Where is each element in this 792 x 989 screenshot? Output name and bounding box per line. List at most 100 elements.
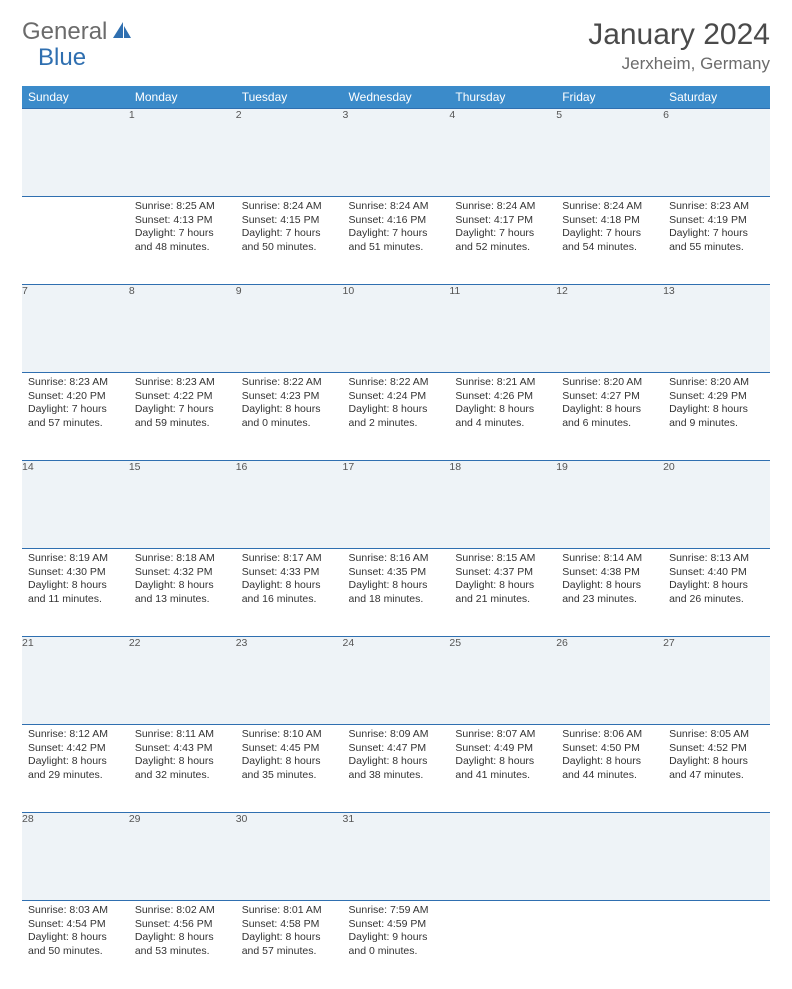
day-number-cell: 27 xyxy=(663,637,770,725)
sunset-line: Sunset: 4:45 PM xyxy=(242,742,337,756)
daylight-line: Daylight: 8 hours and 53 minutes. xyxy=(135,931,230,958)
daylight-line: Daylight: 8 hours and 4 minutes. xyxy=(455,403,550,430)
day-number-cell: 31 xyxy=(343,813,450,901)
sunset-line: Sunset: 4:18 PM xyxy=(562,214,657,228)
day-cell: Sunrise: 8:11 AMSunset: 4:43 PMDaylight:… xyxy=(129,725,236,813)
sunrise-line: Sunrise: 8:20 AM xyxy=(562,376,657,390)
daylight-line: Daylight: 8 hours and 32 minutes. xyxy=(135,755,230,782)
sunrise-line: Sunrise: 8:12 AM xyxy=(28,728,123,742)
sunrise-line: Sunrise: 8:10 AM xyxy=(242,728,337,742)
day-number-cell: 11 xyxy=(449,285,556,373)
sunset-line: Sunset: 4:26 PM xyxy=(455,390,550,404)
daylight-line: Daylight: 7 hours and 57 minutes. xyxy=(28,403,123,430)
sunrise-line: Sunrise: 8:11 AM xyxy=(135,728,230,742)
sunset-line: Sunset: 4:35 PM xyxy=(349,566,444,580)
sunrise-line: Sunrise: 8:17 AM xyxy=(242,552,337,566)
day-number-cell: 20 xyxy=(663,461,770,549)
sunset-line: Sunset: 4:33 PM xyxy=(242,566,337,580)
daylight-line: Daylight: 8 hours and 9 minutes. xyxy=(669,403,764,430)
day-number-cell: 14 xyxy=(22,461,129,549)
day-number-cell: 26 xyxy=(556,637,663,725)
calendar-table: SundayMondayTuesdayWednesdayThursdayFrid… xyxy=(22,86,770,989)
sunrise-line: Sunrise: 8:24 AM xyxy=(242,200,337,214)
day-content-row: Sunrise: 8:25 AMSunset: 4:13 PMDaylight:… xyxy=(22,197,770,285)
day-cell xyxy=(663,901,770,989)
day-cell: Sunrise: 8:19 AMSunset: 4:30 PMDaylight:… xyxy=(22,549,129,637)
day-number-cell xyxy=(449,813,556,901)
day-cell: Sunrise: 8:03 AMSunset: 4:54 PMDaylight:… xyxy=(22,901,129,989)
sunset-line: Sunset: 4:43 PM xyxy=(135,742,230,756)
sunrise-line: Sunrise: 8:25 AM xyxy=(135,200,230,214)
sunset-line: Sunset: 4:52 PM xyxy=(669,742,764,756)
day-cell: Sunrise: 8:21 AMSunset: 4:26 PMDaylight:… xyxy=(449,373,556,461)
day-number-cell: 3 xyxy=(343,109,450,197)
sunset-line: Sunset: 4:58 PM xyxy=(242,918,337,932)
day-cell: Sunrise: 8:22 AMSunset: 4:24 PMDaylight:… xyxy=(343,373,450,461)
location-label: Jerxheim, Germany xyxy=(588,54,770,74)
day-number-row: 123456 xyxy=(22,109,770,197)
daylight-line: Daylight: 7 hours and 51 minutes. xyxy=(349,227,444,254)
day-cell xyxy=(449,901,556,989)
daylight-line: Daylight: 8 hours and 16 minutes. xyxy=(242,579,337,606)
day-number-cell: 21 xyxy=(22,637,129,725)
weekday-header: Wednesday xyxy=(343,86,450,109)
day-number-cell: 19 xyxy=(556,461,663,549)
day-number-cell xyxy=(22,109,129,197)
weekday-header: Friday xyxy=(556,86,663,109)
day-cell: Sunrise: 8:06 AMSunset: 4:50 PMDaylight:… xyxy=(556,725,663,813)
daylight-line: Daylight: 8 hours and 0 minutes. xyxy=(242,403,337,430)
day-number-cell: 18 xyxy=(449,461,556,549)
sunset-line: Sunset: 4:23 PM xyxy=(242,390,337,404)
day-content-row: Sunrise: 8:03 AMSunset: 4:54 PMDaylight:… xyxy=(22,901,770,989)
sunrise-line: Sunrise: 8:22 AM xyxy=(242,376,337,390)
sunset-line: Sunset: 4:22 PM xyxy=(135,390,230,404)
daylight-line: Daylight: 8 hours and 47 minutes. xyxy=(669,755,764,782)
brand-part1: General xyxy=(22,18,107,46)
day-cell: Sunrise: 8:22 AMSunset: 4:23 PMDaylight:… xyxy=(236,373,343,461)
daylight-line: Daylight: 7 hours and 50 minutes. xyxy=(242,227,337,254)
sunrise-line: Sunrise: 8:22 AM xyxy=(349,376,444,390)
sunset-line: Sunset: 4:20 PM xyxy=(28,390,123,404)
sunrise-line: Sunrise: 8:02 AM xyxy=(135,904,230,918)
day-number-cell: 22 xyxy=(129,637,236,725)
sunrise-line: Sunrise: 7:59 AM xyxy=(349,904,444,918)
calendar-header-row: SundayMondayTuesdayWednesdayThursdayFrid… xyxy=(22,86,770,109)
day-number-cell: 1 xyxy=(129,109,236,197)
sunrise-line: Sunrise: 8:23 AM xyxy=(135,376,230,390)
daylight-line: Daylight: 8 hours and 29 minutes. xyxy=(28,755,123,782)
day-cell xyxy=(556,901,663,989)
day-number-cell: 30 xyxy=(236,813,343,901)
daylight-line: Daylight: 8 hours and 44 minutes. xyxy=(562,755,657,782)
daylight-line: Daylight: 8 hours and 11 minutes. xyxy=(28,579,123,606)
day-cell: Sunrise: 8:02 AMSunset: 4:56 PMDaylight:… xyxy=(129,901,236,989)
brand-logo: General xyxy=(22,18,135,46)
sunset-line: Sunset: 4:24 PM xyxy=(349,390,444,404)
sunrise-line: Sunrise: 8:23 AM xyxy=(669,200,764,214)
day-cell: Sunrise: 8:20 AMSunset: 4:29 PMDaylight:… xyxy=(663,373,770,461)
day-number-cell: 29 xyxy=(129,813,236,901)
day-number-cell: 7 xyxy=(22,285,129,373)
daylight-line: Daylight: 7 hours and 52 minutes. xyxy=(455,227,550,254)
sunset-line: Sunset: 4:29 PM xyxy=(669,390,764,404)
sunrise-line: Sunrise: 8:24 AM xyxy=(455,200,550,214)
day-cell: Sunrise: 8:13 AMSunset: 4:40 PMDaylight:… xyxy=(663,549,770,637)
brand-part2-wrap: Blue xyxy=(38,44,86,72)
sunrise-line: Sunrise: 8:09 AM xyxy=(349,728,444,742)
sunset-line: Sunset: 4:54 PM xyxy=(28,918,123,932)
daylight-line: Daylight: 8 hours and 35 minutes. xyxy=(242,755,337,782)
sunset-line: Sunset: 4:56 PM xyxy=(135,918,230,932)
day-cell: Sunrise: 8:09 AMSunset: 4:47 PMDaylight:… xyxy=(343,725,450,813)
day-number-cell xyxy=(556,813,663,901)
sunrise-line: Sunrise: 8:07 AM xyxy=(455,728,550,742)
daylight-line: Daylight: 7 hours and 55 minutes. xyxy=(669,227,764,254)
day-cell: Sunrise: 8:15 AMSunset: 4:37 PMDaylight:… xyxy=(449,549,556,637)
sunset-line: Sunset: 4:59 PM xyxy=(349,918,444,932)
daylight-line: Daylight: 7 hours and 59 minutes. xyxy=(135,403,230,430)
sunset-line: Sunset: 4:37 PM xyxy=(455,566,550,580)
sunset-line: Sunset: 4:50 PM xyxy=(562,742,657,756)
day-number-cell: 23 xyxy=(236,637,343,725)
day-cell: Sunrise: 8:01 AMSunset: 4:58 PMDaylight:… xyxy=(236,901,343,989)
day-cell: Sunrise: 8:23 AMSunset: 4:19 PMDaylight:… xyxy=(663,197,770,285)
day-number-cell xyxy=(663,813,770,901)
day-number-cell: 10 xyxy=(343,285,450,373)
